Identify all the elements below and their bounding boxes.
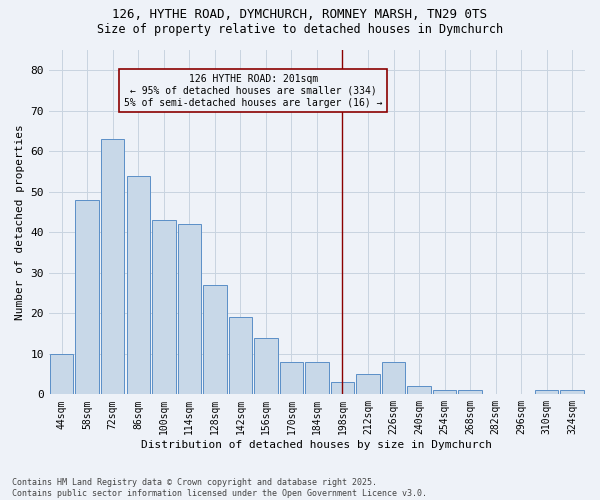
Bar xyxy=(76,200,99,394)
Bar xyxy=(101,139,124,394)
Text: 126 HYTHE ROAD: 201sqm
← 95% of detached houses are smaller (334)
5% of semi-det: 126 HYTHE ROAD: 201sqm ← 95% of detached… xyxy=(124,74,382,108)
Bar xyxy=(127,176,150,394)
Bar xyxy=(178,224,201,394)
Bar xyxy=(254,338,278,394)
Bar xyxy=(203,285,227,395)
Bar xyxy=(382,362,405,394)
Bar xyxy=(331,382,354,394)
Bar xyxy=(152,220,176,394)
Bar xyxy=(356,374,380,394)
Bar xyxy=(50,354,73,395)
Bar xyxy=(305,362,329,394)
Bar xyxy=(458,390,482,394)
Text: Contains HM Land Registry data © Crown copyright and database right 2025.
Contai: Contains HM Land Registry data © Crown c… xyxy=(12,478,427,498)
Bar xyxy=(560,390,584,394)
Bar xyxy=(407,386,431,394)
X-axis label: Distribution of detached houses by size in Dymchurch: Distribution of detached houses by size … xyxy=(142,440,493,450)
Text: Size of property relative to detached houses in Dymchurch: Size of property relative to detached ho… xyxy=(97,22,503,36)
Y-axis label: Number of detached properties: Number of detached properties xyxy=(15,124,25,320)
Text: 126, HYTHE ROAD, DYMCHURCH, ROMNEY MARSH, TN29 0TS: 126, HYTHE ROAD, DYMCHURCH, ROMNEY MARSH… xyxy=(113,8,487,20)
Bar xyxy=(229,318,252,394)
Bar xyxy=(535,390,559,394)
Bar xyxy=(280,362,303,394)
Bar xyxy=(433,390,457,394)
